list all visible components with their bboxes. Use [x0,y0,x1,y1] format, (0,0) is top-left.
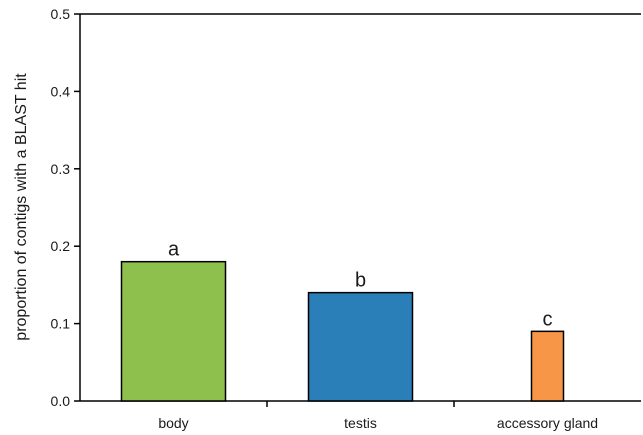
significance-label: c [543,308,553,330]
significance-label: b [355,270,366,292]
bar-testis [307,291,414,402]
y-axis-title: proportion of contigs with a BLAST hit [13,73,30,341]
y-tick-label: 0.3 [51,161,71,177]
bars: a b c [120,239,565,402]
y-tick-label: 0.1 [51,316,71,332]
category-label: testis [344,415,377,431]
x-axis-ticks: body testis accessory gland [158,401,598,431]
category-label: body [158,415,188,431]
significance-label: a [168,239,180,261]
category-label: accessory gland [497,415,598,431]
y-tick-label: 0.2 [51,238,71,254]
bar-accessory-gland [530,330,565,402]
y-tick-label: 0.5 [51,6,71,22]
bar-body [120,260,227,402]
y-axis-ticks: 0.0 0.1 0.2 0.3 0.4 0.5 [51,6,80,409]
y-tick-label: 0.4 [51,83,71,99]
y-tick-label: 0.0 [51,393,71,409]
